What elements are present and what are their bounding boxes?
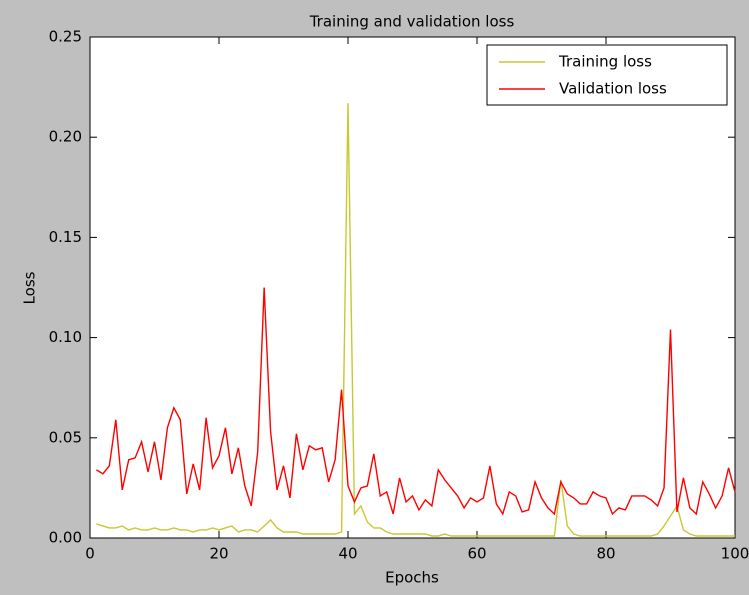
legend-label: Training loss (558, 53, 652, 71)
chart-title: Training and validation loss (309, 13, 515, 31)
x-tick-label: 60 (467, 545, 486, 563)
legend-label: Validation loss (559, 80, 667, 98)
y-tick-label: 0.25 (49, 28, 82, 46)
series-line (96, 287, 736, 516)
series-line (96, 103, 735, 537)
x-tick-label: 20 (209, 545, 228, 563)
y-tick-label: 0.20 (49, 128, 82, 146)
plot-area (89, 36, 736, 539)
x-tick-label: 0 (85, 545, 95, 563)
y-tick-label: 0.15 (49, 228, 82, 246)
y-tick-label: 0.05 (49, 428, 82, 446)
y-axis-label: Loss (21, 271, 39, 304)
legend-box (486, 44, 728, 106)
x-tick-label: 40 (338, 545, 357, 563)
x-axis-label: Epochs (385, 569, 439, 587)
x-tick-label: 80 (596, 545, 615, 563)
x-tick-label: 100 (721, 545, 749, 563)
y-tick-label: 0.00 (49, 529, 82, 547)
y-tick-label: 0.10 (49, 328, 82, 346)
